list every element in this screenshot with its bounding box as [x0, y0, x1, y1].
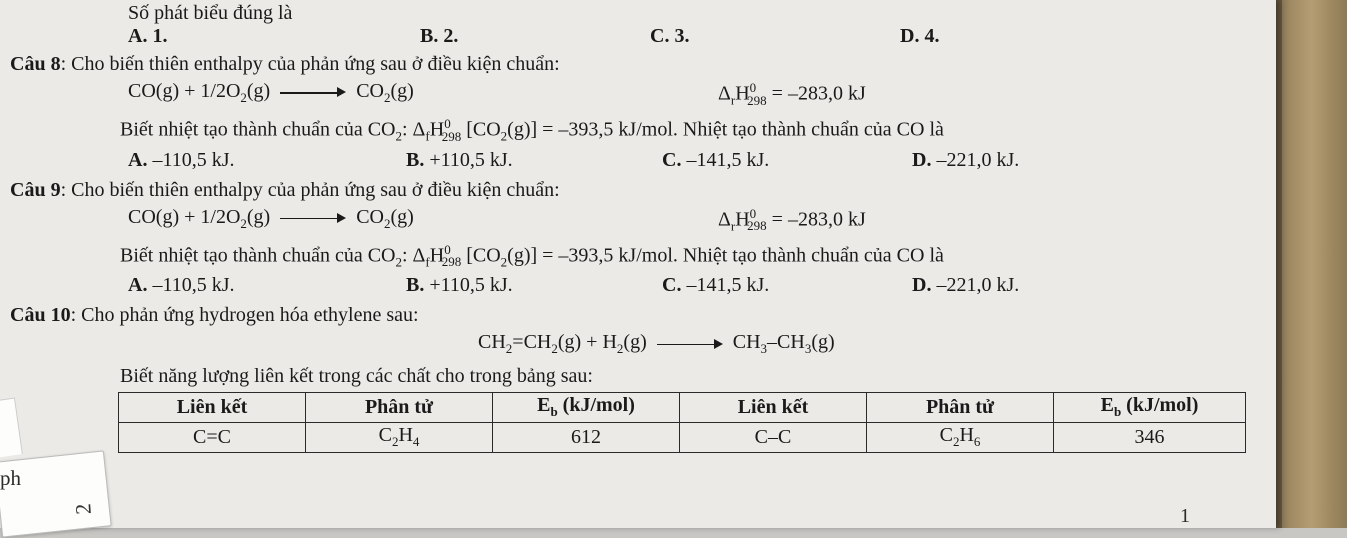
q9-label: Câu 9	[10, 179, 61, 201]
bond-energy-table: Liên kết Phân tử Eb (kJ/mol) Liên kết Ph…	[0, 392, 1276, 453]
opt-A: A. 1.	[128, 25, 167, 48]
top-fragment: Số phát biểu đúng là	[0, 2, 1276, 25]
opt-C: C. 3.	[650, 25, 689, 48]
q8-deltaH: ΔrH0298 = –283,0 kJ	[718, 80, 866, 109]
margin-text-ph: ph	[0, 466, 21, 491]
opt-B: B. 2.	[420, 25, 458, 48]
q10-stem: Câu 10: Cho phản ứng hydrogen hóa ethyle…	[0, 304, 1276, 327]
table-header-row: Liên kết Phân tử Eb (kJ/mol) Liên kết Ph…	[119, 393, 1246, 423]
page-number: 1	[1180, 505, 1190, 528]
q10-text: : Cho phản ứng hydrogen hóa ethylene sau…	[71, 304, 419, 326]
q10-known: Biết năng lượng liên kết trong các chất …	[0, 365, 1276, 388]
exam-content: Số phát biểu đúng là A. 1. B. 2. C. 3. D…	[0, 0, 1276, 453]
table-row: C=C C2H4 612 C–C C2H6 346	[119, 423, 1246, 453]
desk-wood	[1276, 0, 1347, 528]
q9-known: Biết nhiệt tạo thành chuẩn của CO2: ΔfH0…	[0, 242, 1276, 271]
paper-sheet: Số phát biểu đúng là A. 1. B. 2. C. 3. D…	[0, 0, 1276, 528]
q9-deltaH: ΔrH0298 = –283,0 kJ	[718, 206, 866, 235]
q8-known: Biết nhiệt tạo thành chuẩn của CO2: ΔfH0…	[0, 116, 1276, 145]
q10-label: Câu 10	[10, 304, 71, 326]
q9-stem: Câu 9: Cho biến thiên enthalpy của phản …	[0, 179, 1276, 202]
page-corner-flap	[0, 450, 112, 537]
q8-stem: Câu 8: Cho biến thiên enthalpy của phản …	[0, 53, 1276, 76]
q10-equation: CH2=CH2(g) + H2(g) CH3–CH3(g)	[0, 331, 1276, 361]
q8-equation: CO(g) + 1/2O2(g) CO2(g) ΔrH0298 = –283,0…	[0, 80, 1276, 110]
q9-text: : Cho biến thiên enthalpy của phản ứng s…	[61, 179, 560, 201]
q8-text: : Cho biến thiên enthalpy của phản ứng s…	[61, 53, 560, 75]
q8-label: Câu 8	[10, 53, 61, 75]
margin-text-2: 2	[70, 503, 97, 516]
q8-options: A. –110,5 kJ. B. +110,5 kJ. C. –141,5 kJ…	[0, 149, 1276, 177]
q9-equation: CO(g) + 1/2O2(g) CO2(g) ΔrH0298 = –283,0…	[0, 206, 1276, 236]
opt-D: D. 4.	[900, 25, 939, 48]
q9-options: A. –110,5 kJ. B. +110,5 kJ. C. –141,5 kJ…	[0, 274, 1276, 302]
top-options-row: A. 1. B. 2. C. 3. D. 4.	[0, 25, 1276, 51]
